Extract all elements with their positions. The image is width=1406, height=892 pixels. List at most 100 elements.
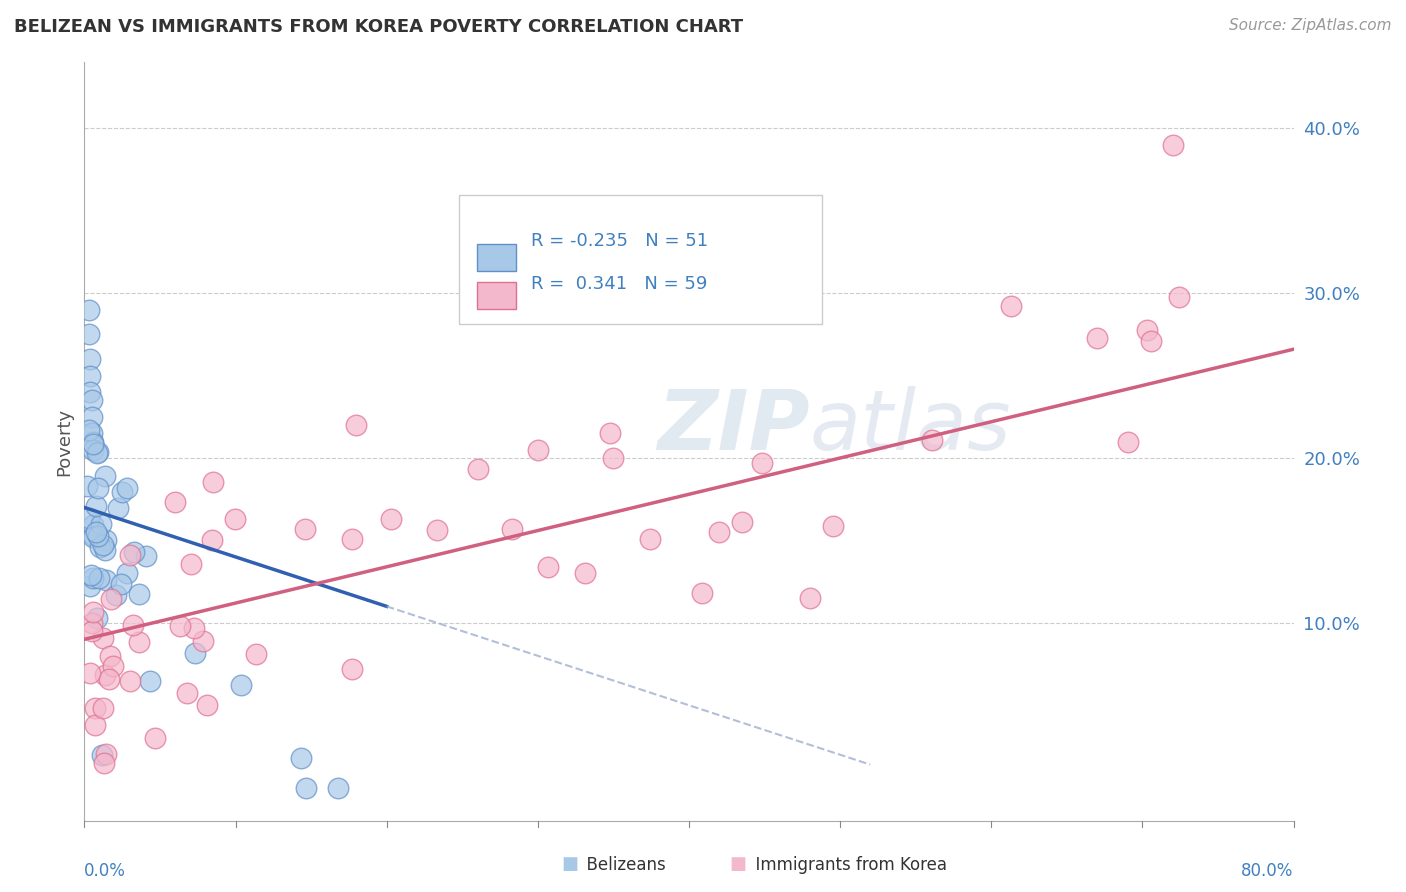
Point [87, 444, 110, 458]
Point [82, 616, 104, 631]
Point [501, 522, 523, 536]
Point [751, 456, 773, 470]
Point [83, 717, 105, 731]
Point [82, 437, 104, 451]
Point [202, 475, 225, 489]
Point [224, 511, 246, 525]
Text: Belizeans: Belizeans [576, 856, 666, 874]
Point [84, 499, 107, 513]
Point [82, 624, 104, 639]
Point [326, 780, 349, 795]
Point [105, 588, 128, 602]
FancyBboxPatch shape [478, 244, 516, 271]
Point [94, 533, 117, 548]
Point [82, 518, 104, 533]
Point [82, 442, 104, 457]
Point [731, 515, 754, 529]
Point [80, 393, 103, 408]
Point [80, 426, 103, 441]
Point [110, 577, 132, 591]
Point [83, 700, 105, 714]
Point [176, 686, 198, 700]
Point [94, 747, 117, 762]
Point [340, 662, 363, 676]
Point [294, 522, 316, 536]
Text: BELIZEAN VS IMMIGRANTS FROM KOREA POVERTY CORRELATION CHART: BELIZEAN VS IMMIGRANTS FROM KOREA POVERT… [14, 18, 744, 36]
Point [169, 619, 191, 633]
Point [94, 542, 117, 557]
Y-axis label: Poverty: Poverty [55, 408, 73, 475]
Point [91, 631, 114, 645]
Point [80, 409, 103, 424]
Point [98, 673, 121, 687]
Point [135, 549, 157, 563]
Point [346, 418, 368, 433]
Point [690, 586, 713, 600]
Text: R =  0.341   N = 59: R = 0.341 N = 59 [530, 275, 707, 293]
Point [89, 540, 111, 554]
Point [77, 302, 100, 317]
Point [537, 559, 560, 574]
Point [86, 482, 108, 496]
Text: Immigrants from Korea: Immigrants from Korea [745, 856, 948, 874]
Point [87, 528, 110, 542]
Point [467, 461, 489, 475]
Point [139, 674, 162, 689]
Point [107, 500, 129, 515]
Point [602, 450, 624, 465]
Point [195, 698, 218, 712]
Text: atlas: atlas [810, 386, 1011, 467]
Point [76, 478, 98, 492]
Point [638, 532, 661, 546]
FancyBboxPatch shape [478, 282, 516, 309]
Point [79, 385, 101, 400]
Point [82, 434, 104, 449]
Point [82, 605, 104, 619]
Point [77, 327, 100, 342]
Point [799, 591, 821, 606]
Point [1085, 331, 1108, 345]
Point [111, 485, 134, 500]
Point [1118, 435, 1140, 450]
FancyBboxPatch shape [460, 195, 823, 324]
Point [93, 667, 115, 681]
Point [115, 566, 138, 580]
Point [79, 352, 101, 367]
Point [100, 592, 122, 607]
Point [380, 512, 402, 526]
Point [87, 571, 110, 585]
Point [709, 525, 731, 540]
Point [1000, 299, 1022, 313]
Text: Source: ZipAtlas.com: Source: ZipAtlas.com [1229, 18, 1392, 33]
Point [821, 518, 844, 533]
Point [101, 658, 124, 673]
Text: 0.0%: 0.0% [84, 863, 127, 880]
Point [527, 442, 550, 457]
Text: 80.0%: 80.0% [1241, 863, 1294, 880]
Point [184, 646, 207, 660]
Point [1139, 334, 1161, 348]
Point [82, 571, 104, 585]
Point [115, 481, 138, 495]
Point [1136, 323, 1159, 337]
Point [183, 621, 205, 635]
Point [83, 529, 105, 543]
Point [229, 678, 252, 692]
Point [94, 573, 117, 587]
Point [98, 649, 121, 664]
Text: ■: ■ [561, 855, 578, 873]
Point [921, 433, 943, 447]
Point [599, 426, 621, 441]
Point [128, 587, 150, 601]
Point [79, 579, 101, 593]
Point [82, 530, 104, 544]
Point [121, 618, 143, 632]
Point [201, 533, 224, 547]
Point [79, 423, 101, 437]
Point [122, 545, 145, 559]
Point [91, 747, 114, 762]
Point [1161, 137, 1184, 152]
Point [426, 524, 449, 538]
Point [163, 494, 186, 508]
Point [340, 533, 363, 547]
